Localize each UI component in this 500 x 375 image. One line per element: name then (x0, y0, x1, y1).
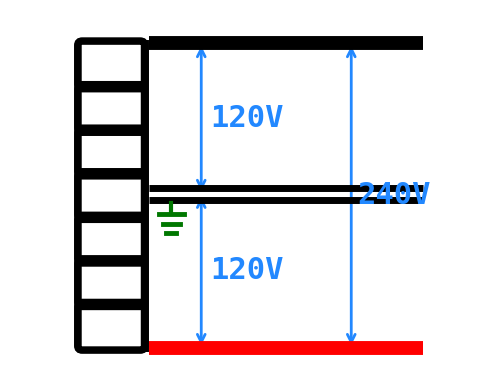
Text: 120V: 120V (210, 104, 284, 133)
Text: 240V: 240V (357, 181, 430, 210)
Bar (80, 39, 145, 352)
Text: 120V: 120V (210, 256, 284, 285)
